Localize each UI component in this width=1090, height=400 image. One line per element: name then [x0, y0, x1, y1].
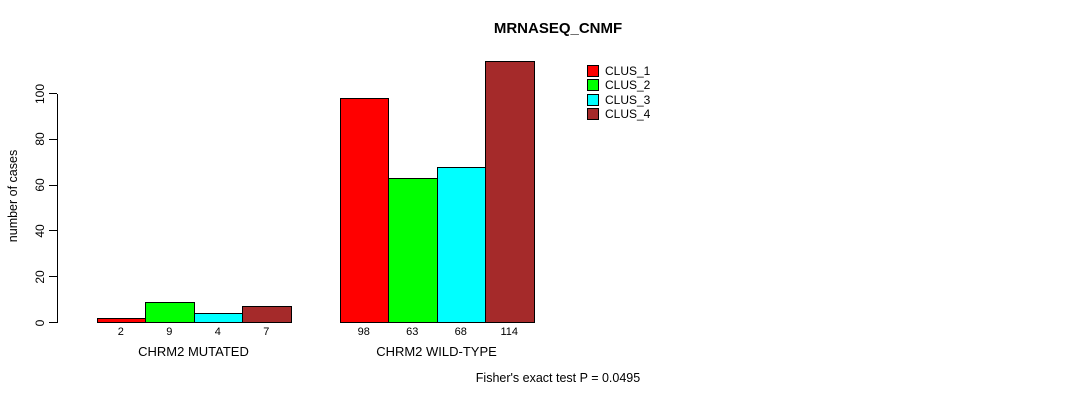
bar-value-label: 7 [263, 326, 270, 338]
legend-label: CLUS_1 [605, 64, 651, 78]
bar-clus_4-wildtype [485, 61, 535, 324]
category-label: CHRM2 WILD-TYPE [376, 344, 497, 359]
bar-value-label: 114 [500, 326, 519, 338]
y-axis-title: number of cases [6, 149, 20, 243]
legend-swatch-clus_3 [587, 93, 599, 106]
y-axis-tick [49, 184, 57, 186]
bar-clus_1-wildtype [339, 98, 389, 324]
y-axis-tick-label: 80 [33, 132, 47, 146]
category-label: CHRM2 MUTATED [138, 344, 249, 359]
y-axis-tick [49, 93, 57, 94]
legend-label: CLUS_2 [605, 78, 651, 93]
legend-label: CLUS_4 [605, 106, 651, 121]
bar-clus_3-mutated [193, 313, 243, 324]
y-axis-tick-label: 40 [33, 224, 47, 238]
bar-clus_2-wildtype [388, 178, 438, 324]
bar-value-label: 2 [117, 326, 124, 338]
bar-value-label: 9 [166, 326, 173, 338]
legend-swatch-clus_4 [587, 107, 599, 120]
bar-clus_1-mutated [96, 317, 146, 324]
y-axis-tick [49, 322, 57, 323]
bar-clus_3-wildtype [436, 166, 486, 324]
y-axis-tick-label: 20 [33, 270, 47, 284]
legend-swatch-clus_2 [587, 79, 599, 92]
legend-label: CLUS_3 [605, 92, 651, 107]
y-axis-tick-label: 100 [33, 83, 47, 104]
y-axis-tick [49, 138, 57, 140]
bar-value-label: 98 [357, 326, 370, 338]
legend-swatch-clus_1 [587, 65, 599, 77]
y-axis-line [57, 93, 58, 323]
bar-clus_2-mutated [145, 301, 195, 324]
y-axis-tick [49, 276, 57, 278]
y-axis-tick-label: 0 [33, 319, 47, 326]
bar-value-label: 68 [454, 326, 467, 338]
bar-value-label: 63 [406, 326, 419, 338]
bar-clus_4-mutated [242, 306, 292, 324]
bar-value-label: 4 [214, 326, 221, 338]
fisher-test-annotation: Fisher's exact test P = 0.0495 [475, 371, 641, 385]
plot-title: MRNASEQ_CNMF [493, 20, 623, 37]
y-axis-tick [49, 230, 57, 232]
y-axis-tick-label: 60 [33, 178, 47, 192]
